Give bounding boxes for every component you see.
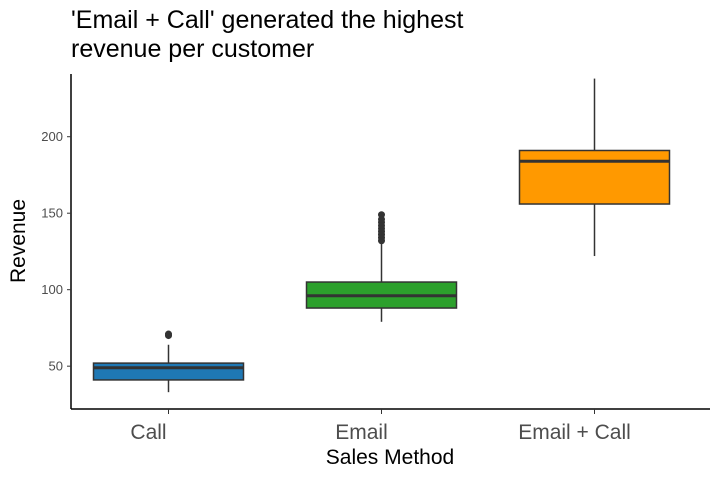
box-email <box>305 211 458 322</box>
y-tick-label: 50 <box>49 359 63 374</box>
x-tick-label: Email <box>335 421 388 444</box>
box-body <box>92 362 245 381</box>
y-tick-label: 150 <box>41 206 63 221</box>
x-axis-title: Sales Method <box>326 446 454 469</box>
y-axis-ticks: 50 100 150 200 <box>41 129 71 374</box>
x-axis-ticks: Call Email Email + Call <box>130 409 631 444</box>
x-tick-label: Email + Call <box>518 421 631 444</box>
outlier-point <box>165 330 172 338</box>
chart-title-line-2: revenue per customer <box>71 35 314 63</box>
chart-title-line-1: 'Email + Call' generated the highest <box>71 6 463 34</box>
chart-title: 'Email + Call' generated the highest rev… <box>71 6 463 63</box>
box-body <box>518 149 671 205</box>
y-tick-label: 100 <box>41 282 63 297</box>
outlier-point <box>378 211 385 219</box>
x-tick-label: Call <box>130 421 166 444</box>
y-tick-label: 200 <box>41 129 63 144</box>
plot-area <box>92 78 671 393</box>
y-axis-title: Revenue <box>7 199 30 283</box>
box-email-call <box>518 78 671 257</box>
box-call <box>92 330 245 393</box>
